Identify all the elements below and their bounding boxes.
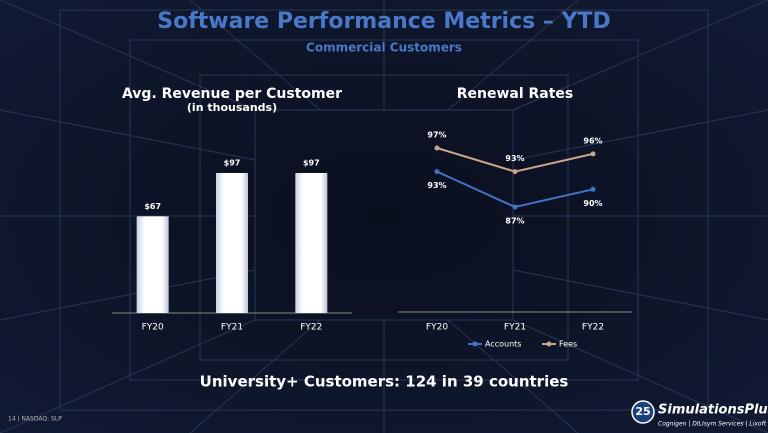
chart-title: Renewal Rates	[457, 86, 574, 102]
value-label: 93%	[505, 154, 524, 163]
value-label: $97	[303, 159, 320, 168]
page-number: 14 | NASDAQ: SLP	[8, 416, 62, 423]
bar	[216, 173, 248, 313]
data-point	[434, 169, 440, 175]
data-point	[512, 169, 518, 175]
data-point	[590, 186, 596, 192]
legend-label: Fees	[559, 340, 577, 349]
x-tick-label: FY20	[426, 323, 448, 333]
bar	[136, 216, 169, 313]
x-tick-label: FY21	[504, 323, 526, 333]
value-label: 93%	[427, 181, 446, 190]
logo-badge	[631, 400, 655, 424]
logo-badge-text: 25	[635, 405, 650, 418]
data-point	[512, 204, 518, 210]
data-point	[590, 151, 596, 157]
value-label: 96%	[583, 136, 602, 145]
data-point	[434, 145, 440, 151]
value-label: 90%	[583, 199, 602, 208]
value-label: 97%	[427, 131, 446, 140]
value-label: 87%	[505, 217, 524, 226]
x-tick-label: FY22	[582, 323, 604, 333]
value-label: $97	[224, 159, 241, 168]
logo-name: SimulationsPlus	[658, 403, 768, 418]
chart-subtitle: (in thousands)	[187, 101, 277, 114]
x-tick-label: FY22	[300, 323, 322, 333]
x-tick-label: FY21	[221, 323, 243, 333]
footer-note: University+ Customers: 124 in 39 countri…	[200, 373, 569, 391]
slide-subtitle: Commercial Customers	[306, 41, 462, 55]
legend-swatch	[472, 341, 478, 347]
legend-label: Accounts	[485, 340, 521, 349]
legend-swatch	[546, 341, 552, 347]
value-label: $67	[144, 202, 161, 211]
logo-tagline: Cognigen | DILIsym Services | Lixoft	[658, 421, 767, 428]
bar	[295, 173, 328, 313]
x-tick-label: FY20	[142, 323, 164, 333]
slide-title: Software Performance Metrics – YTD	[157, 9, 611, 34]
chart-title: Avg. Revenue per Customer	[122, 86, 342, 102]
